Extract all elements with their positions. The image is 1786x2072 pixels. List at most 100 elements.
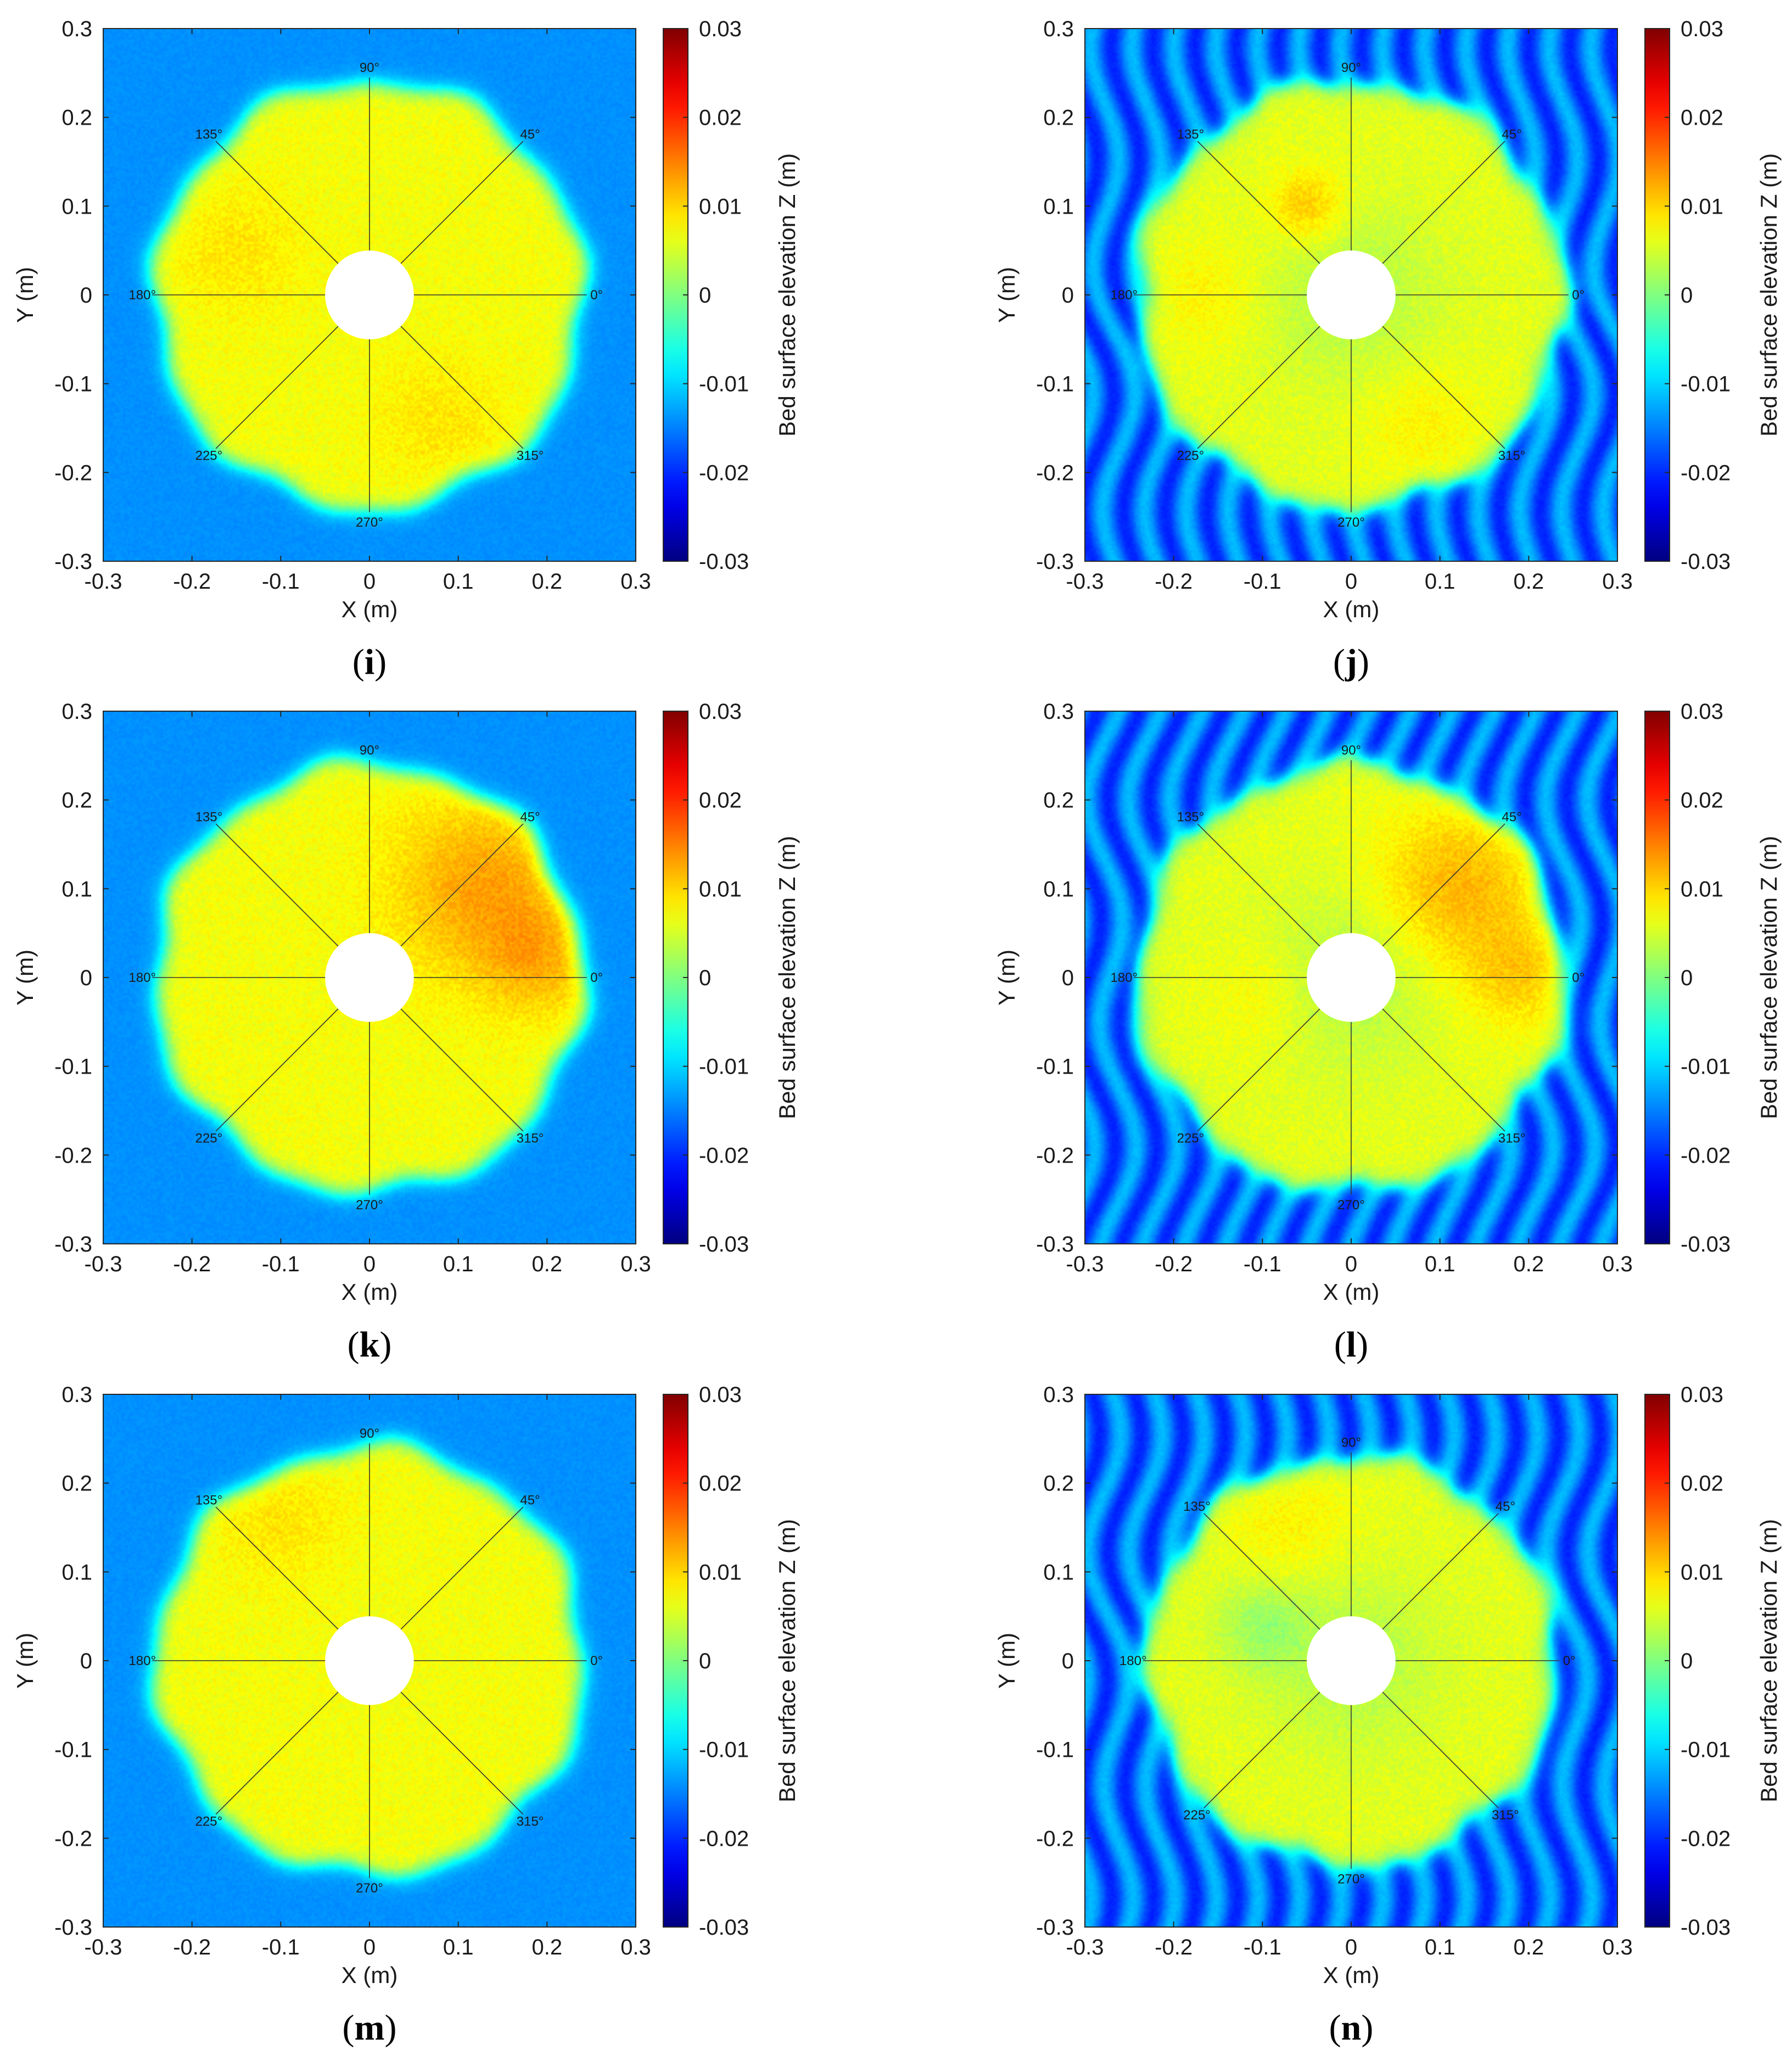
x-tick-label: 0.3 [1602, 1252, 1633, 1276]
colorbar-tick-label: 0.03 [1681, 1383, 1723, 1407]
direction-label: 315° [517, 1131, 544, 1146]
y-tick-label: 0.3 [1043, 17, 1074, 41]
direction-label: 270° [356, 1198, 383, 1213]
colorbar-tick-label: 0.03 [699, 17, 742, 41]
colorbar-tick-label: -0.02 [699, 461, 749, 485]
y-axis-label: Y (m) [994, 1633, 1020, 1689]
x-tick-label: -0.2 [1155, 1935, 1192, 1959]
colorbar-tick-label: -0.02 [699, 1827, 749, 1851]
colorbar-tick-label: 0.01 [1681, 877, 1723, 901]
y-axis-label: Y (m) [994, 267, 1020, 323]
x-axis-label: X (m) [341, 596, 398, 622]
colorbar-tick-label: 0.01 [699, 1560, 742, 1584]
direction-label: 0° [590, 970, 603, 985]
x-tick-label: 0.3 [1602, 569, 1633, 594]
y-tick-label: -0.1 [1036, 1055, 1074, 1079]
x-tick-label: 0.2 [1514, 1935, 1544, 1959]
colorbar-tick-label: -0.01 [699, 1055, 749, 1079]
direction-label: 45° [520, 1493, 540, 1507]
y-axis-label: Y (m) [12, 950, 38, 1006]
direction-label: 270° [1337, 1872, 1365, 1886]
direction-label: 270° [1337, 515, 1365, 530]
y-tick-label: 0.2 [61, 106, 92, 130]
x-tick-label: -0.2 [173, 569, 211, 594]
pile [1307, 933, 1396, 1022]
direction-label: 180° [128, 288, 156, 303]
direction-label: 90° [1341, 60, 1361, 75]
panel-caption: (j) [1333, 642, 1369, 682]
panel-l: 0° 45° 90° 135° 180° 225° 270° 315° -0.3 -0.2 -0.1… [994, 700, 1782, 1365]
x-tick-label: -0.3 [85, 1252, 122, 1276]
colorbar-tick-label: 0.03 [1681, 700, 1723, 724]
y-tick-label: 0.2 [1043, 1472, 1074, 1496]
direction-label: 225° [195, 1814, 223, 1829]
colorbar-tick-label: 0 [1681, 1649, 1693, 1673]
y-tick-label: -0.2 [54, 461, 92, 485]
y-tick-label: 0.2 [61, 789, 92, 813]
panel-k: 0° 45° 90° 135° 180° 225° 270° 315° -0.3 -0.2 -0.1… [12, 700, 800, 1365]
x-tick-label: 0.1 [1425, 569, 1455, 594]
y-tick-label: 0.1 [61, 194, 92, 219]
direction-label: 315° [517, 449, 544, 463]
x-tick-label: 0 [1345, 569, 1357, 594]
panel-caption: (m) [343, 2008, 397, 2048]
y-tick-label: -0.3 [54, 550, 92, 574]
y-tick-label: -0.1 [1036, 372, 1074, 396]
x-tick-label: 0 [363, 1252, 376, 1276]
x-tick-label: 0 [363, 569, 376, 594]
x-tick-label: -0.3 [85, 1935, 122, 1959]
y-tick-label: -0.2 [54, 1827, 92, 1851]
colorbar-tick-label: 0.02 [1681, 789, 1723, 813]
direction-label: 135° [195, 1493, 223, 1507]
direction-label: 90° [1341, 743, 1361, 758]
y-tick-label: 0.3 [61, 700, 92, 724]
colorbar-tick-label: 0.01 [699, 877, 742, 901]
y-tick-label: 0.2 [61, 1472, 92, 1496]
colorbar-label: Bed surface elevation Z (m) [774, 836, 800, 1119]
x-tick-label: 0.2 [532, 569, 563, 594]
direction-label: 0° [590, 1654, 603, 1668]
colorbar-tick-label: -0.03 [699, 1915, 749, 1940]
direction-label: 135° [1177, 127, 1205, 142]
direction-label: 270° [356, 1881, 383, 1896]
panel-caption: (l) [1334, 1325, 1368, 1365]
x-axis-label: X (m) [1323, 1962, 1380, 1988]
direction-label: 90° [360, 60, 379, 75]
colorbar-tick-label: -0.01 [1681, 372, 1731, 396]
colorbar-tick-label: -0.03 [699, 1232, 749, 1256]
x-tick-label: -0.2 [173, 1935, 211, 1959]
x-tick-label: 0.1 [1425, 1935, 1455, 1959]
y-tick-label: 0.2 [1043, 106, 1074, 130]
colorbar-tick-label: 0.01 [1681, 1560, 1723, 1584]
panel-i: 0° 45° 90° 135° 180° 225° 270° 315° -0.3 -0.2 -0.1… [12, 17, 800, 682]
direction-label: 90° [360, 743, 379, 758]
y-axis-label: Y (m) [12, 1633, 38, 1689]
y-tick-label: -0.3 [1036, 1232, 1074, 1256]
colorbar-tick-label: -0.01 [1681, 1055, 1731, 1079]
panel-caption: (i) [352, 642, 387, 682]
pile [1307, 250, 1396, 339]
x-tick-label: -0.1 [262, 1935, 300, 1959]
y-tick-label: -0.3 [1036, 550, 1074, 574]
direction-label: 135° [1177, 809, 1205, 824]
direction-label: 225° [1177, 1131, 1205, 1146]
x-tick-label: -0.2 [1155, 1252, 1192, 1276]
direction-label: 0° [1563, 1654, 1576, 1668]
y-tick-label: 0 [80, 1649, 92, 1673]
panel-n: 0° 45° 90° 135° 180° 225° 270° 315° -0.3 -0.2 -0.1… [994, 1383, 1782, 2048]
colorbar-tick-label: 0.03 [1681, 17, 1723, 41]
direction-label: 180° [1110, 288, 1138, 303]
x-tick-label: -0.1 [262, 569, 300, 594]
x-tick-label: -0.1 [262, 1252, 300, 1276]
y-tick-label: -0.1 [1036, 1738, 1074, 1762]
pile [325, 1616, 414, 1705]
y-tick-label: 0.3 [1043, 1383, 1074, 1407]
y-tick-label: 0.1 [1043, 194, 1074, 219]
x-tick-label: 0.3 [620, 569, 651, 594]
colorbar-label: Bed surface elevation Z (m) [774, 153, 800, 437]
colorbar-tick-label: -0.03 [1681, 550, 1731, 574]
x-axis-label: X (m) [1323, 1279, 1380, 1305]
direction-label: 135° [195, 809, 223, 824]
direction-label: 135° [1183, 1499, 1211, 1514]
y-tick-label: -0.2 [1036, 461, 1074, 485]
